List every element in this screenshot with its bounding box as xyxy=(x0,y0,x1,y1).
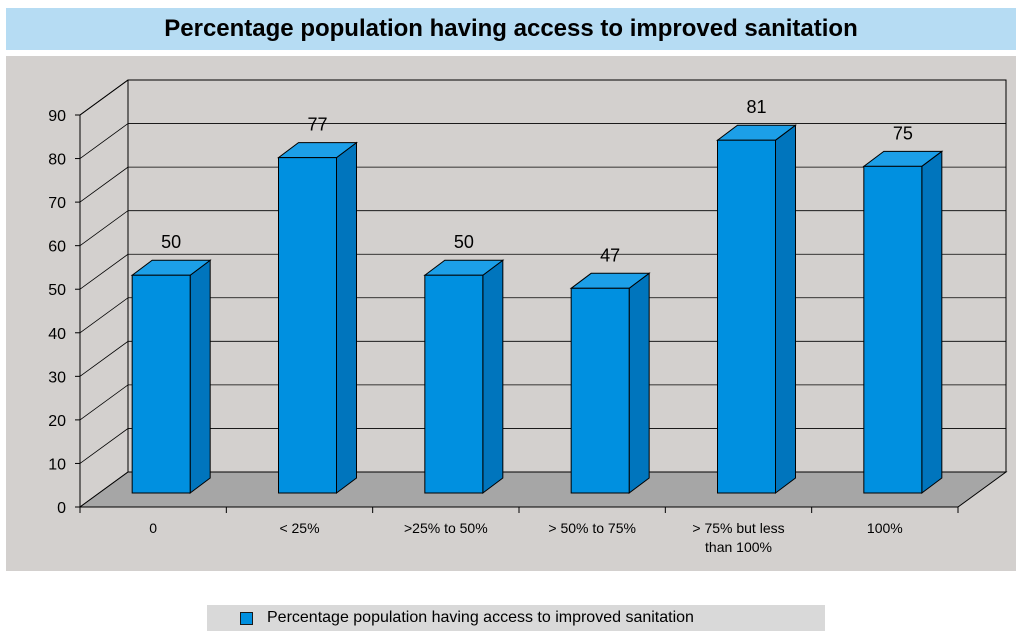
side-gridline xyxy=(79,210,129,246)
bar-front-face xyxy=(424,274,484,494)
y-tick-label: 50 xyxy=(48,282,66,299)
y-tick-label: 30 xyxy=(48,369,66,386)
bar-front-face xyxy=(863,165,923,494)
legend: Percentage population having access to i… xyxy=(207,605,825,631)
label-layer: 0 < 25% >25% to 50% > 50% to 75% > 75% but l… xyxy=(149,97,913,555)
bar-front-face xyxy=(570,287,630,494)
legend-label: Percentage population having access to i… xyxy=(267,609,694,626)
data-label: 81 xyxy=(746,97,766,117)
bar xyxy=(423,259,505,494)
y-tick-label: 80 xyxy=(48,152,66,169)
side-gridline xyxy=(79,341,129,377)
bar-side-face xyxy=(921,150,943,494)
bar xyxy=(130,259,212,494)
x-tick-label: < 25% xyxy=(279,520,319,536)
data-label: 75 xyxy=(893,123,913,143)
side-gridline xyxy=(79,384,129,421)
chart-title-bar: Percentage population having access to i… xyxy=(6,8,1016,50)
x-tick-label: > 50% to 75% xyxy=(548,520,636,536)
bar-side-face xyxy=(628,272,650,494)
data-label: 47 xyxy=(600,245,620,265)
y-tick-label: 0 xyxy=(57,500,66,517)
top-wall-edge xyxy=(79,79,129,116)
side-gridline xyxy=(79,123,129,159)
bar-side-face xyxy=(336,141,357,494)
bar xyxy=(569,272,651,494)
legend-swatch xyxy=(240,611,253,625)
side-gridline xyxy=(79,166,129,203)
data-label: 50 xyxy=(454,232,474,252)
x-tick-label: > 75% but less xyxy=(692,520,784,536)
bar-layer xyxy=(130,124,944,494)
chart-title: Percentage population having access to i… xyxy=(164,15,858,42)
bar-front-face xyxy=(717,139,776,494)
bar xyxy=(277,141,358,494)
data-label: 77 xyxy=(307,115,327,135)
y-tick-label: 40 xyxy=(48,326,66,343)
x-tick-label: than 100% xyxy=(705,539,772,555)
x-tick-label: 100% xyxy=(867,520,903,536)
x-tick-label: 0 xyxy=(149,520,157,536)
bar xyxy=(862,150,944,494)
bar-side-face xyxy=(482,259,504,494)
axis-layer: 0 10 20 30 40 50 60 70 80 90 xyxy=(48,79,959,517)
x-tick-label: >25% to 50% xyxy=(404,520,488,536)
y-tick-label: 20 xyxy=(48,413,66,430)
bar-side-face xyxy=(189,259,211,494)
y-tick-label: 60 xyxy=(48,239,66,256)
side-gridline xyxy=(79,297,129,334)
side-gridline xyxy=(79,428,129,464)
y-tick-label: 90 xyxy=(48,108,66,125)
side-gridline xyxy=(79,253,129,290)
data-label: 50 xyxy=(161,232,181,252)
y-tick-label: 70 xyxy=(48,195,66,212)
bar xyxy=(716,124,797,494)
bar-front-face xyxy=(131,274,191,494)
bar-side-face xyxy=(775,124,796,494)
bar-front-face xyxy=(278,157,337,494)
y-tick-label: 10 xyxy=(48,456,66,473)
